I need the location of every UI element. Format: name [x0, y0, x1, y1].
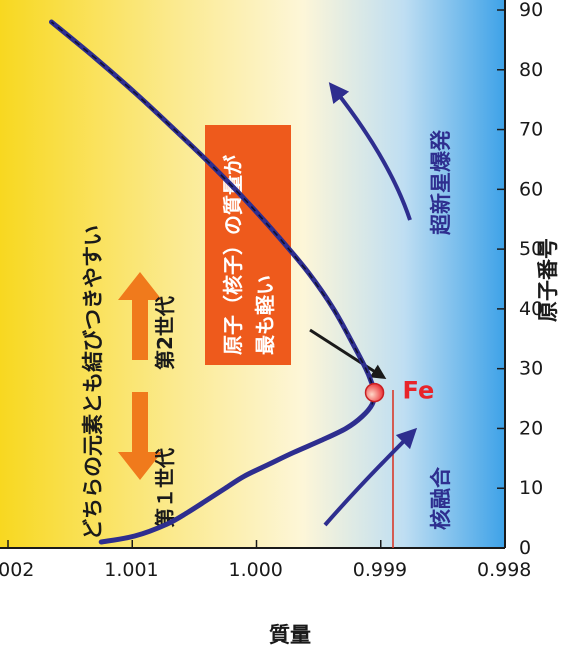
box-line-2: 最も軽い — [253, 275, 277, 355]
x-tick-label: 70 — [519, 119, 543, 141]
x-axis-label: 原子番号 — [536, 238, 560, 322]
lightest-mass-box — [205, 125, 291, 365]
x-tick-label: 80 — [519, 59, 543, 81]
y-ticks: 0.998 0.999 1.000 1.001 1.002 — [0, 540, 531, 581]
y-tick-label: 0.998 — [477, 559, 531, 581]
y-tick-label: 1.001 — [104, 559, 158, 581]
arrow-first-generation — [118, 392, 162, 480]
top-annotation: どちらの元素とも結びつきやすい — [81, 225, 105, 540]
x-tick-label: 10 — [519, 477, 543, 499]
x-tick-label: 60 — [519, 178, 543, 200]
y-tick-label: 0.999 — [353, 559, 407, 581]
pointer-arrow — [309, 328, 387, 380]
arrow-second-generation — [118, 272, 162, 360]
fusion-label: 核融合 — [429, 466, 453, 530]
y-tick-label: 1.000 — [229, 559, 283, 581]
y-axis-label: 質量 — [269, 623, 311, 647]
x-tick-label: 30 — [519, 358, 543, 380]
fe-label: Fe — [403, 377, 435, 405]
y-tick-label: 1.002 — [0, 559, 34, 581]
fe-point — [364, 382, 385, 403]
x-tick-label: 40 — [519, 298, 543, 320]
x-tick-label: 0 — [519, 537, 531, 559]
supernova-label: 超新星爆発 — [429, 129, 453, 235]
gen1-label: 第１世代 — [153, 448, 177, 528]
fusion-arrow — [323, 427, 418, 527]
gen2-label: 第2世代 — [153, 296, 177, 370]
x-tick-label: 90 — [519, 0, 543, 21]
supernova-arrow — [328, 82, 412, 221]
x-tick-label: 50 — [519, 238, 543, 260]
mass-curve-dashed-overlay — [50, 21, 376, 405]
generation-arrows — [118, 272, 162, 480]
x-ticks: 0 10 20 30 40 50 60 70 80 90 — [497, 0, 543, 559]
x-tick-label: 20 — [519, 417, 543, 439]
